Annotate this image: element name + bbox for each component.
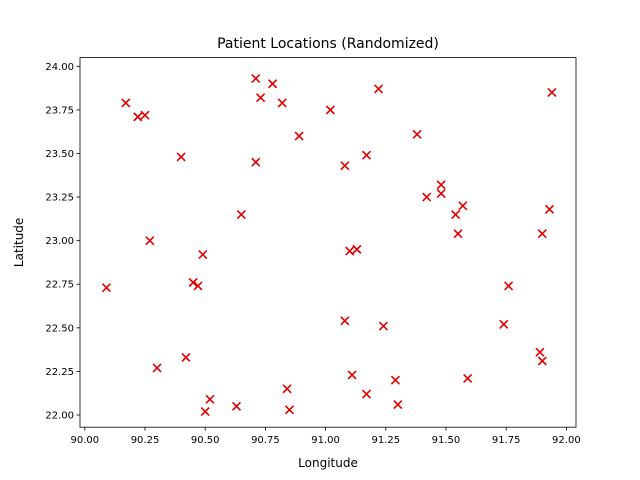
x-tick-label: 90.75 [251, 435, 280, 446]
axis-ticks: 90.00 90.25 90.50 90.75 91.00 91.25 91.50 91.75… [45, 62, 580, 446]
data-point [251, 73, 261, 84]
data-point [256, 93, 266, 103]
data-point [152, 363, 162, 373]
data-point [463, 373, 473, 383]
data-point [284, 405, 295, 415]
y-tick-label: 23.25 [45, 193, 74, 204]
data-point [176, 152, 186, 162]
data-point [499, 319, 509, 329]
data-point [325, 105, 335, 115]
data-point [361, 150, 372, 160]
data-point [352, 244, 362, 254]
data-point [121, 98, 131, 108]
x-tick-label: 90.00 [70, 435, 99, 446]
data-point [547, 87, 557, 98]
y-tick-label: 22.50 [45, 323, 74, 334]
data-point [504, 281, 514, 291]
data-point [133, 112, 143, 122]
y-axis-label: Latitude [12, 218, 26, 267]
data-point [544, 204, 555, 214]
x-tick-label: 91.25 [371, 435, 400, 446]
data-point [436, 189, 446, 199]
x-tick-label: 91.50 [432, 435, 461, 446]
data-point [451, 209, 461, 220]
y-tick-label: 22.00 [45, 410, 74, 421]
data-point [393, 399, 403, 410]
y-tick-label: 23.50 [45, 149, 74, 160]
data-point [188, 277, 198, 288]
data-point [205, 394, 215, 404]
data-point [198, 250, 208, 260]
data-point [193, 281, 203, 291]
data-point [412, 129, 422, 139]
data-point [422, 192, 432, 202]
data-point [277, 98, 287, 108]
data-point [347, 370, 357, 380]
data-point [231, 401, 242, 411]
x-tick-label: 90.50 [191, 435, 220, 446]
x-tick-label: 92.00 [552, 435, 581, 446]
data-point [390, 375, 400, 385]
data-point [145, 236, 155, 246]
y-tick-label: 23.75 [45, 105, 74, 116]
data-point [453, 229, 463, 239]
data-point [200, 406, 210, 417]
chart-title: Patient Locations (Randomized) [217, 36, 439, 52]
data-point [361, 389, 372, 399]
data-point [345, 246, 355, 256]
data-point [436, 180, 446, 190]
data-point [101, 283, 112, 293]
data-point [251, 157, 261, 167]
data-point [282, 384, 292, 394]
data-point [373, 84, 384, 94]
data-point [236, 209, 246, 220]
y-tick-label: 22.25 [45, 367, 74, 378]
x-axis-label: Longitude [298, 456, 358, 470]
x-tick-label: 90.25 [131, 435, 160, 446]
x-tick-label: 91.75 [492, 435, 521, 446]
y-tick-label: 22.75 [45, 280, 74, 291]
data-point [181, 352, 191, 363]
data-point [458, 201, 468, 211]
data-point [340, 161, 350, 171]
data-point [140, 110, 150, 120]
data-points [101, 73, 557, 417]
plot-frame [79, 57, 577, 428]
data-point [537, 229, 547, 239]
data-point [378, 321, 388, 331]
data-point [537, 356, 547, 366]
y-tick-label: 23.00 [45, 236, 74, 247]
data-point [268, 79, 278, 89]
x-tick-label: 91.00 [311, 435, 340, 446]
y-tick-label: 24.00 [45, 62, 74, 73]
data-point [535, 347, 545, 357]
data-point [294, 131, 304, 141]
data-point [340, 316, 350, 326]
